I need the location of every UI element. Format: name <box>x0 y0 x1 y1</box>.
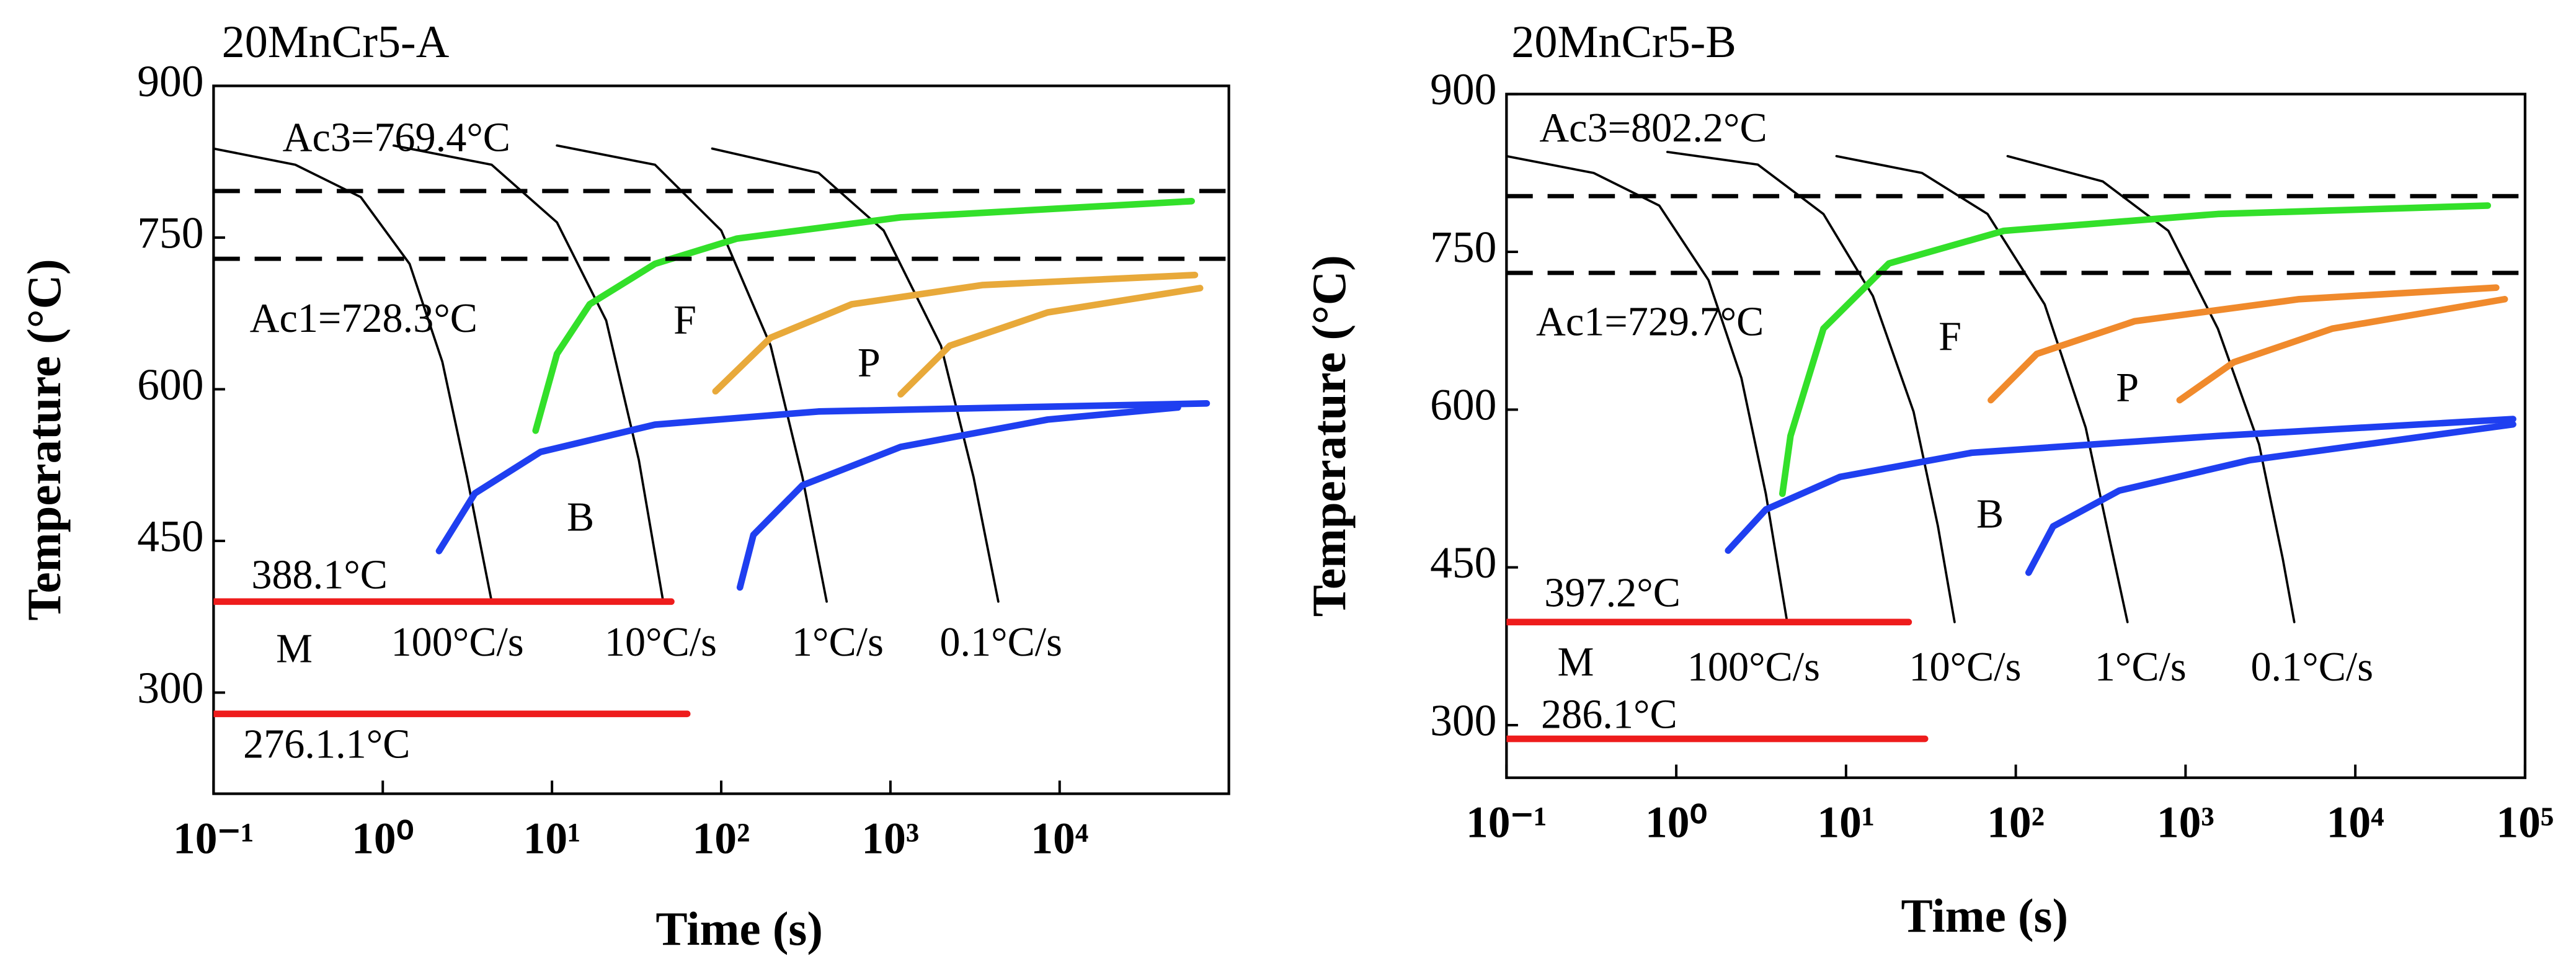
annotation: 397.2°C <box>1544 571 1681 616</box>
series-label: 10°C/s <box>605 620 717 665</box>
series-line <box>1725 416 2516 554</box>
series-line <box>897 285 1204 398</box>
y-tick-label: 750 <box>137 208 203 257</box>
x-tick-label: 10³ <box>2157 798 2214 847</box>
annotation: P <box>2116 365 2139 410</box>
series-line <box>1835 154 2129 623</box>
series-line <box>213 147 493 603</box>
y-tick-label: 300 <box>1430 696 1496 745</box>
annotation: M <box>276 627 313 672</box>
y-tick-label: 300 <box>137 664 203 713</box>
series-label: 100°C/s <box>1687 645 1820 690</box>
y-tick-label: 750 <box>1430 223 1496 272</box>
series-line <box>1779 202 2492 497</box>
x-tick-label: 10² <box>693 814 750 863</box>
annotation: 276.1.1°C <box>243 721 410 767</box>
x-tick-label: 10⁰ <box>1645 798 1707 847</box>
y-tick-label: 600 <box>1430 381 1496 430</box>
x-tick-label: 10⁴ <box>1031 814 1088 863</box>
annotation: F <box>1939 314 1961 359</box>
series-line <box>532 197 1195 434</box>
y-tick-label: 450 <box>137 512 203 561</box>
series-line <box>712 271 1199 395</box>
series-line <box>711 147 1000 603</box>
series-line <box>393 144 665 603</box>
series-line <box>736 404 1181 591</box>
series-line <box>2006 154 2296 623</box>
series-line <box>556 144 828 603</box>
series-label: 1°C/s <box>792 620 884 665</box>
x-tick-label: 10⁰ <box>352 814 414 863</box>
y-axis-label: Temperature (°C) <box>1303 255 1356 617</box>
y-tick-label: 900 <box>137 57 203 106</box>
annotation: B <box>1976 491 2004 537</box>
x-tick-label: 10⁻¹ <box>1466 798 1547 847</box>
series-label: 1°C/s <box>2095 645 2187 690</box>
x-tick-label: 10⁵ <box>2496 798 2554 847</box>
annotation: F <box>673 298 696 343</box>
x-tick-label: 10² <box>1987 798 2045 847</box>
y-tick-label: 900 <box>1430 65 1496 114</box>
y-tick-label: 450 <box>1430 538 1496 587</box>
x-tick-label: 10¹ <box>523 814 581 863</box>
annotation: 286.1°C <box>1541 692 1677 738</box>
x-axis-label: Time (s) <box>655 903 823 955</box>
y-axis-label: Temperature (°C) <box>18 259 71 620</box>
annotation: Ac1=729.7°C <box>1536 299 1764 344</box>
chart-title: 20MnCr5-B <box>1511 17 1736 68</box>
x-tick-label: 10³ <box>861 814 919 863</box>
annotation: Ac1=728.3°C <box>250 296 477 341</box>
y-tick-label: 600 <box>137 360 203 409</box>
annotation: 388.1°C <box>251 552 388 597</box>
series-line <box>1666 151 1956 623</box>
series-label: 0.1°C/s <box>939 620 1062 665</box>
annotation: B <box>567 495 594 540</box>
x-axis-label: Time (s) <box>1901 890 2069 942</box>
annotation: P <box>858 341 881 386</box>
series-line <box>435 400 1210 555</box>
series-label: 10°C/s <box>1909 645 2021 690</box>
x-tick-label: 10⁴ <box>2327 798 2384 847</box>
annotation: Ac3=802.2°C <box>1539 105 1767 151</box>
series-line <box>2176 296 2508 404</box>
annotation: M <box>1557 640 1594 685</box>
series-line <box>1506 154 1788 623</box>
series-label: 100°C/s <box>391 620 524 665</box>
x-tick-label: 10¹ <box>1817 798 1875 847</box>
x-tick-label: 10⁻¹ <box>173 814 254 863</box>
series-line <box>1988 284 2500 404</box>
annotation: Ac3=769.4°C <box>283 115 510 161</box>
chart-panel: 20MnCr5-B Time (s) Temperature (°C) 900 750 6… <box>1303 17 2554 942</box>
chart-title: 20MnCr5-A <box>222 17 450 68</box>
series-line <box>2025 421 2516 576</box>
series-label: 0.1°C/s <box>2250 645 2373 690</box>
chart-panel: 20MnCr5-A Time (s) Temperature (°C) 900 750 6… <box>18 17 1230 955</box>
